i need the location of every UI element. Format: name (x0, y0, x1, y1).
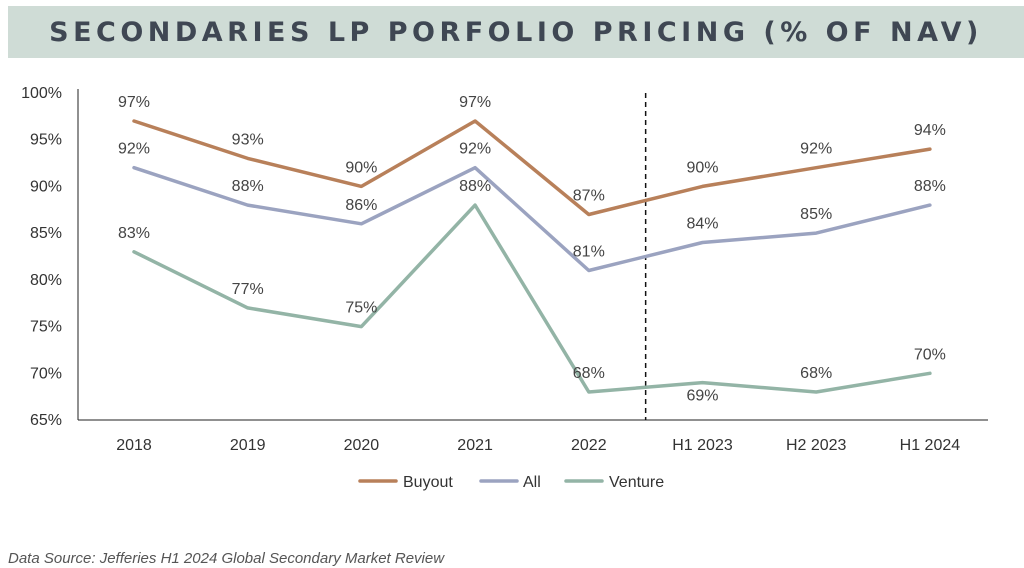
data-label-venture: 88% (459, 178, 491, 195)
y-tick-label: 75% (30, 319, 62, 336)
legend-label-all: All (523, 474, 541, 491)
data-label-all: 81% (573, 244, 605, 261)
y-tick-label: 90% (30, 178, 62, 195)
data-label-all: 88% (914, 178, 946, 195)
data-label-buyout: 93% (232, 131, 264, 148)
data-label-all: 92% (459, 141, 491, 158)
y-tick-label: 70% (30, 365, 62, 382)
data-label-all: 88% (232, 178, 264, 195)
data-label-venture: 68% (573, 365, 605, 382)
title-bar: SECONDARIES LP PORFOLIO PRICING (% OF NA… (8, 6, 1024, 58)
x-tick-label: H1 2023 (672, 437, 733, 454)
chart-title: SECONDARIES LP PORFOLIO PRICING (% OF NA… (49, 16, 983, 48)
data-label-venture: 83% (118, 225, 150, 242)
data-label-buyout: 90% (345, 159, 377, 176)
x-tick-label: 2018 (116, 437, 152, 454)
y-tick-label: 80% (30, 272, 62, 289)
x-tick-label: H2 2023 (786, 437, 847, 454)
legend-label-venture: Venture (609, 474, 664, 491)
data-label-venture: 70% (914, 346, 946, 363)
series-line-venture (132, 203, 932, 394)
data-labels: 97% 93% 90% 97% 87% 90% 92% 94% 92% 88% 86% 92% 81% 8… (118, 94, 946, 405)
data-label-all: 86% (345, 197, 377, 214)
y-tick-label: 95% (30, 132, 62, 149)
series-lines (132, 119, 932, 394)
axes: 65% 70% 75% 80% 85% 90% 95% 100% 2018 2019 2020 202… (21, 85, 988, 454)
data-label-all: 84% (686, 215, 718, 232)
data-label-buyout: 94% (914, 122, 946, 139)
legend: Buyout All Venture (358, 474, 664, 491)
data-label-all: 85% (800, 206, 832, 223)
data-label-all: 92% (118, 141, 150, 158)
y-tick-label: 85% (30, 225, 62, 242)
data-label-buyout: 92% (800, 141, 832, 158)
x-tick-label: 2020 (344, 437, 380, 454)
data-source-note: Data Source: Jefferies H1 2024 Global Se… (8, 550, 445, 567)
data-label-buyout: 97% (459, 94, 491, 111)
series-line-buyout (132, 119, 932, 217)
y-tick-label: 65% (30, 412, 62, 429)
data-label-venture: 68% (800, 365, 832, 382)
x-tick-label: H1 2024 (900, 437, 961, 454)
data-label-buyout: 90% (686, 159, 718, 176)
data-label-venture: 69% (686, 388, 718, 405)
x-tick-label: 2021 (457, 437, 493, 454)
x-tick-label: 2022 (571, 437, 607, 454)
data-label-venture: 75% (345, 300, 377, 317)
legend-label-buyout: Buyout (403, 474, 453, 491)
series-line-all (132, 165, 932, 273)
x-tick-label: 2019 (230, 437, 266, 454)
data-label-venture: 77% (232, 281, 264, 298)
data-label-buyout: 87% (573, 187, 605, 204)
y-tick-label: 100% (21, 85, 62, 102)
data-label-buyout: 97% (118, 94, 150, 111)
